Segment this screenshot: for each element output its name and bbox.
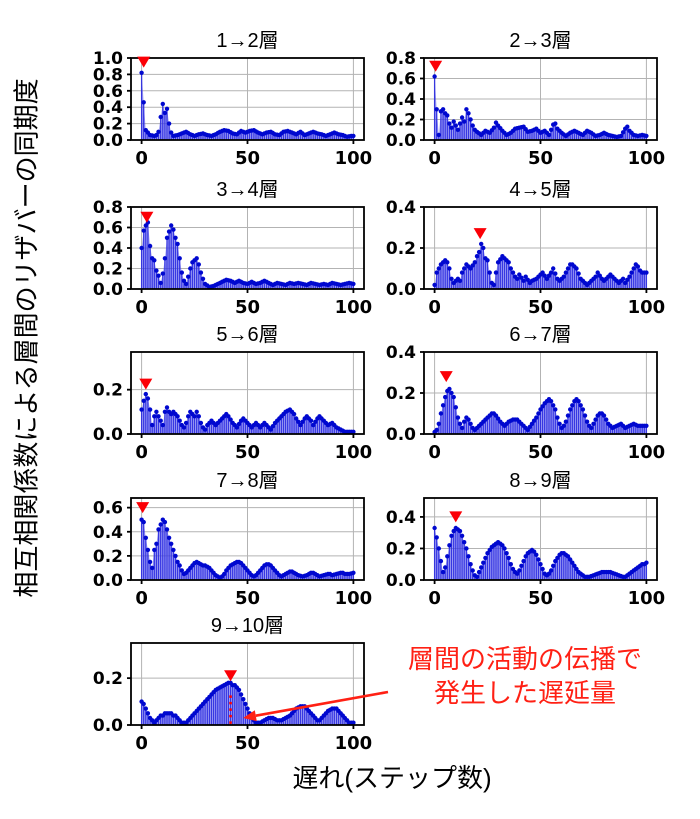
- svg-text:0.6: 0.6: [386, 70, 416, 90]
- svg-text:0.4: 0.4: [93, 239, 123, 259]
- svg-text:0.8: 0.8: [386, 49, 416, 69]
- svg-text:50: 50: [235, 148, 260, 169]
- subplot-2-3-plot: 0.00.20.40.60.8 0 50 100: [386, 49, 666, 169]
- svg-text:0.0: 0.0: [93, 425, 123, 445]
- svg-text:50: 50: [235, 442, 260, 463]
- svg-text:0.4: 0.4: [93, 523, 123, 543]
- svg-text:0.2: 0.2: [386, 384, 416, 404]
- svg-text:0: 0: [428, 442, 441, 463]
- svg-text:100: 100: [335, 442, 373, 463]
- svg-text:50: 50: [528, 148, 553, 169]
- subplot-8-9-title: 8→9層: [509, 470, 572, 492]
- svg-text:0.2: 0.2: [386, 539, 416, 559]
- svg-text:0.6: 0.6: [93, 499, 123, 519]
- svg-text:100: 100: [335, 733, 373, 754]
- subplot-5-6-plot: 0.0 0.2 0 50 100: [93, 351, 373, 463]
- subplot-9-10-title: 9→10層: [210, 615, 285, 637]
- svg-text:100: 100: [335, 148, 373, 169]
- svg-text:0.0: 0.0: [386, 131, 416, 151]
- svg-text:0: 0: [135, 148, 148, 169]
- svg-text:50: 50: [528, 297, 553, 318]
- subplot-6-7-plot: 0.0 0.2 0.4 0 50 100: [386, 343, 666, 463]
- subplot-8-9-plot: 0.0 0.2 0.4 0 50 100: [386, 497, 666, 609]
- svg-text:0.2: 0.2: [93, 115, 123, 135]
- svg-text:0.0: 0.0: [386, 280, 416, 300]
- subplot-7-8-plot: 0.0 0.2 0.4 0.6 0 50 100: [93, 497, 373, 609]
- svg-text:0.2: 0.2: [386, 239, 416, 259]
- svg-text:0.2: 0.2: [386, 111, 416, 131]
- svg-text:0.0: 0.0: [386, 571, 416, 591]
- svg-text:0.8: 0.8: [93, 198, 123, 218]
- svg-text:50: 50: [235, 733, 260, 754]
- svg-text:100: 100: [628, 442, 666, 463]
- svg-text:0.4: 0.4: [386, 198, 416, 218]
- subplot-5-6-title: 5→6層: [216, 324, 279, 346]
- subplot-3-4-title: 3→4層: [216, 179, 279, 201]
- svg-text:0.0: 0.0: [93, 716, 123, 736]
- subplot-6-7: 6→7層 0.0 0.2 0.4 0 50 100: [368, 318, 673, 464]
- subplot-1-2-title: 1→2層: [216, 30, 279, 52]
- subplot-1-2-plot: 0.00.20.40.60.81.0 0 50 100: [93, 49, 373, 169]
- svg-text:0.2: 0.2: [93, 260, 123, 280]
- svg-text:50: 50: [235, 297, 260, 318]
- subplot-3-4: 3→4層 0.0 0.2 0.4 0.6 0.8 0 50 100: [75, 173, 380, 319]
- svg-text:0.6: 0.6: [93, 219, 123, 239]
- svg-text:100: 100: [335, 588, 373, 609]
- svg-text:0.0: 0.0: [93, 131, 123, 151]
- delay-annotation: 層間の活動の伝播で 発生した遅延量: [408, 642, 642, 710]
- svg-text:0.8: 0.8: [93, 65, 123, 85]
- subplot-5-6: 5→6層 0.0 0.2 0 50 100: [75, 318, 380, 464]
- subplot-4-5-title: 4→5層: [509, 179, 572, 201]
- svg-text:0: 0: [428, 297, 441, 318]
- svg-text:0: 0: [135, 733, 148, 754]
- svg-text:0: 0: [428, 148, 441, 169]
- x-axis-label: 遅れ(ステップ数): [292, 763, 492, 793]
- subplot-9-10: 9→10層 0.0 0.2 0 50 100: [75, 609, 380, 755]
- svg-text:1.0: 1.0: [93, 49, 123, 69]
- svg-text:0.2: 0.2: [93, 547, 123, 567]
- svg-text:0.0: 0.0: [93, 280, 123, 300]
- svg-text:0.4: 0.4: [386, 343, 416, 363]
- subplot-8-9: 8→9層 0.0 0.2 0.4 0 50 100: [368, 464, 673, 610]
- svg-text:0.0: 0.0: [93, 571, 123, 591]
- svg-text:0.6: 0.6: [93, 82, 123, 102]
- svg-text:0.4: 0.4: [386, 508, 416, 528]
- delay-annotation-line2: 発生した遅延量: [433, 678, 617, 708]
- svg-text:100: 100: [628, 148, 666, 169]
- subplot-4-5-plot: 0.0 0.2 0.4 0 50 100: [386, 198, 666, 318]
- svg-text:0.4: 0.4: [93, 98, 123, 118]
- subplot-1-2: 1→2層 0.0 0.2 0.4 0.6 0.8 1.0 0 50 100: [75, 24, 380, 170]
- svg-text:0.4: 0.4: [386, 90, 416, 110]
- svg-text:0: 0: [428, 588, 441, 609]
- y-axis-label: 相互相関係数による層間のリザバーの同期度: [11, 78, 42, 598]
- svg-text:0.2: 0.2: [93, 669, 123, 689]
- delay-annotation-line1: 層間の活動の伝播で: [407, 644, 643, 674]
- subplot-7-8: 7→8層 0.0 0.2 0.4 0.6 0 50 100: [75, 464, 380, 610]
- subplot-6-7-title: 6→7層: [509, 324, 572, 346]
- svg-text:0: 0: [135, 442, 148, 463]
- svg-text:50: 50: [235, 588, 260, 609]
- subplot-4-5: 4→5層 0.0 0.2 0.4 0 50 100: [368, 173, 673, 319]
- svg-text:0: 0: [135, 588, 148, 609]
- svg-text:100: 100: [628, 588, 666, 609]
- svg-text:0.2: 0.2: [93, 381, 123, 401]
- svg-text:0.0: 0.0: [386, 425, 416, 445]
- subplot-2-3: 2→3層 0.0 0.2 0.4 0.6 0.8 0 50 100: [368, 24, 673, 170]
- subplot-9-10-plot: 0.0 0.2 0 50 100: [93, 642, 373, 754]
- subplot-2-3-title: 2→3層: [509, 30, 572, 52]
- subplot-3-4-plot: 0.00.20.40.60.8 0 50 100: [93, 198, 373, 318]
- svg-text:100: 100: [628, 297, 666, 318]
- subplot-7-8-title: 7→8層: [216, 470, 279, 492]
- svg-text:50: 50: [528, 442, 553, 463]
- svg-text:0: 0: [135, 297, 148, 318]
- svg-text:100: 100: [335, 297, 373, 318]
- svg-text:50: 50: [528, 588, 553, 609]
